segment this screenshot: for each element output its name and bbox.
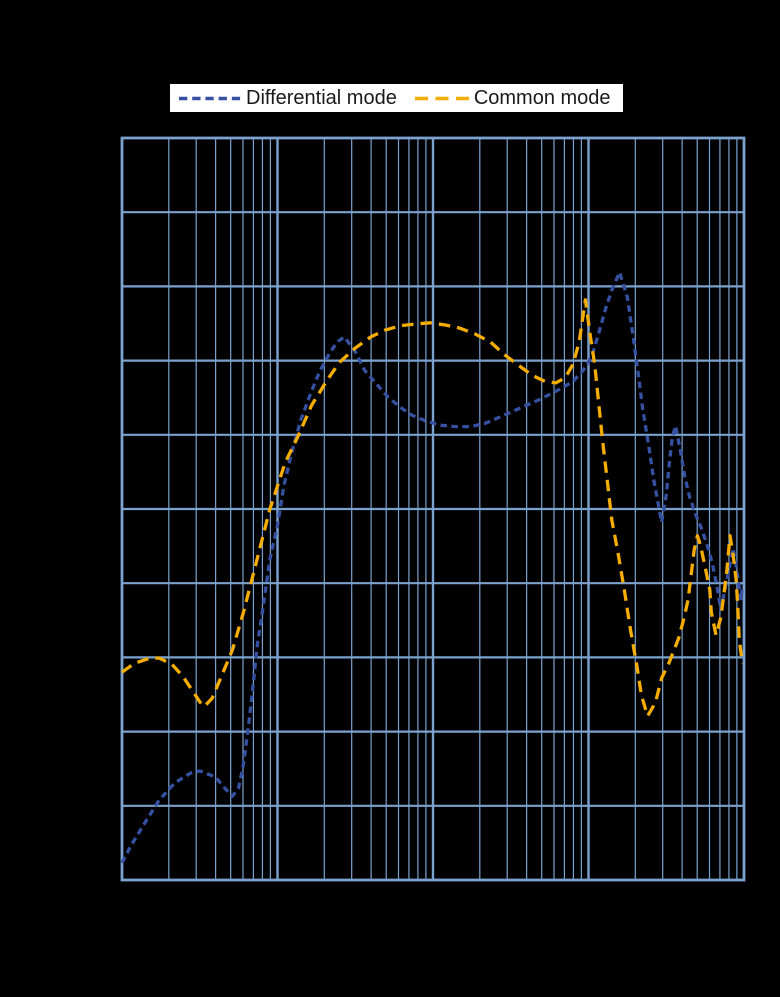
common-mode-dash-icon [414,96,469,101]
legend-label-differential-mode: Differential mode [246,87,397,109]
differential-mode-dash-icon [179,96,241,101]
plot-border [120,136,746,882]
legend-item-differential-mode: Differential mode [178,84,397,112]
series-common-mode [121,298,745,718]
grid [120,136,746,882]
legend: Differential mode Common mode [170,84,623,112]
legend-label-common-mode: Common mode [473,87,611,109]
series-group [120,270,745,864]
series-differential-mode [120,270,745,864]
legend-item-common-mode: Common mode [414,84,611,112]
